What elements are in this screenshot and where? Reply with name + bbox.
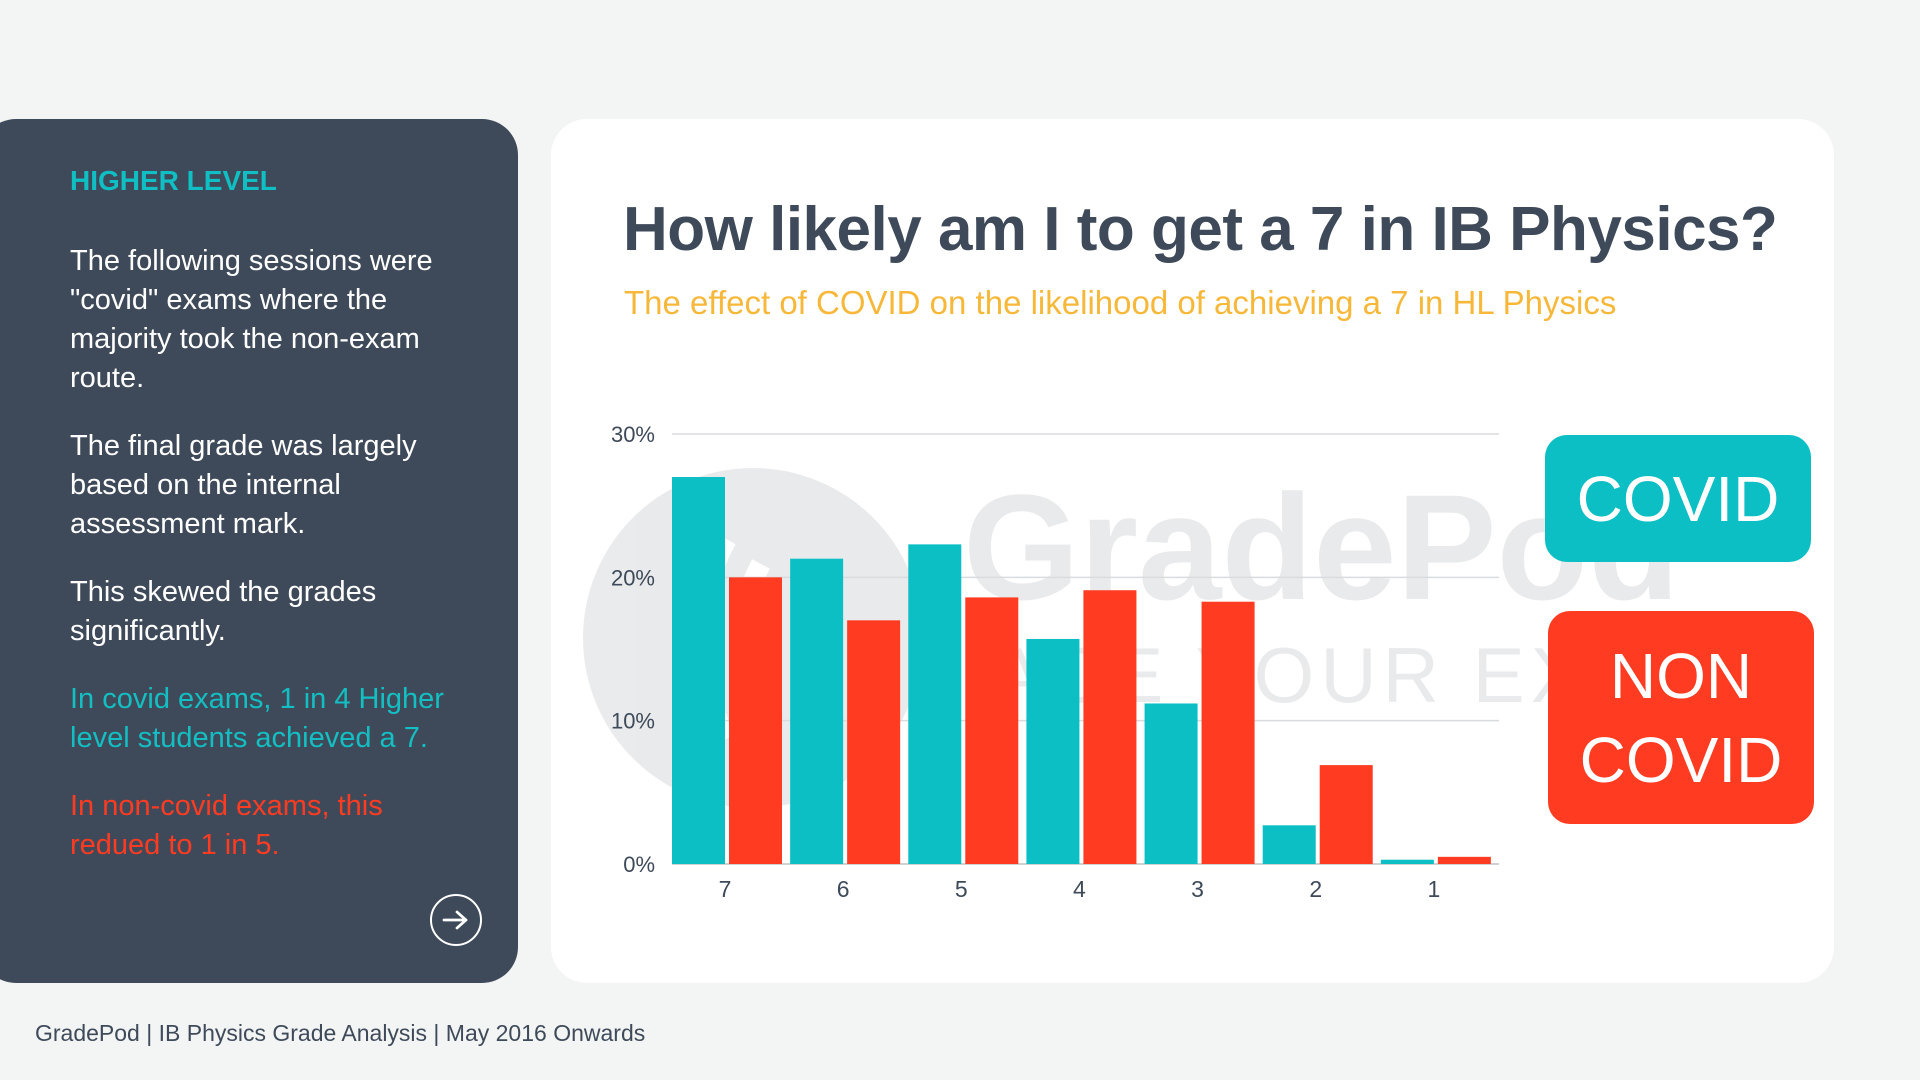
side-heading: HIGHER LEVEL	[70, 165, 277, 196]
bar-non-covid-grade-1	[1437, 856, 1491, 864]
side-paragraph-covid-sessions: The following sessions were "covid" exam…	[70, 245, 433, 394]
bar-covid-grade-2	[1262, 825, 1316, 864]
legend-non-covid: NON COVID	[1548, 611, 1814, 824]
side-paragraph-final-grade: The final grade was largely based on the…	[70, 430, 417, 540]
x-tick-label: 4	[1073, 876, 1086, 902]
bar-covid-grade-3	[1144, 703, 1198, 864]
y-tick-label: 0%	[623, 852, 655, 877]
side-panel: HIGHER LEVEL The following sessions were…	[0, 119, 518, 983]
x-axis-labels: 7 6 5 4 3 2 1	[719, 876, 1441, 902]
side-paragraph-skew: This skewed the grades significantly.	[70, 576, 377, 647]
bar-covid-grade-7	[672, 477, 725, 864]
x-tick-label: 7	[719, 876, 732, 902]
y-tick-label: 10%	[611, 709, 655, 734]
y-tick-label: 20%	[611, 565, 655, 590]
bar-non-covid-grade-5	[965, 597, 1019, 864]
bar-non-covid-grade-7	[729, 577, 782, 864]
chart-subtitle: The effect of COVID on the likelihood of…	[624, 284, 1617, 321]
x-tick-label: 3	[1191, 876, 1204, 902]
legend-covid: COVID	[1545, 435, 1811, 562]
bar-covid-grade-4	[1026, 638, 1080, 864]
x-tick-label: 6	[837, 876, 850, 902]
next-button[interactable]	[430, 894, 482, 946]
x-tick-label: 5	[955, 876, 968, 902]
bar-covid-grade-1	[1380, 859, 1434, 864]
footer-text: GradePod | IB Physics Grade Analysis | M…	[35, 1020, 646, 1046]
side-paragraph-covid-stat: In covid exams, 1 in 4 Higher level stud…	[70, 683, 444, 754]
bar-covid-grade-5	[908, 544, 962, 864]
y-tick-label: 30%	[611, 422, 655, 447]
x-tick-label: 1	[1427, 876, 1440, 902]
arrow-right-icon	[442, 910, 468, 930]
chart-title: How likely am I to get a 7 in IB Physics…	[623, 195, 1778, 264]
bar-non-covid-grade-6	[847, 620, 901, 864]
bar-covid-grade-6	[790, 558, 844, 864]
bar-non-covid-grade-2	[1319, 765, 1373, 864]
bar-non-covid-grade-3	[1201, 601, 1255, 864]
chart-bars	[672, 477, 1491, 864]
x-tick-label: 2	[1309, 876, 1322, 902]
bar-non-covid-grade-4	[1083, 590, 1137, 864]
side-paragraph-noncovid-stat: In non-covid exams, this redued to 1 in …	[70, 790, 383, 861]
